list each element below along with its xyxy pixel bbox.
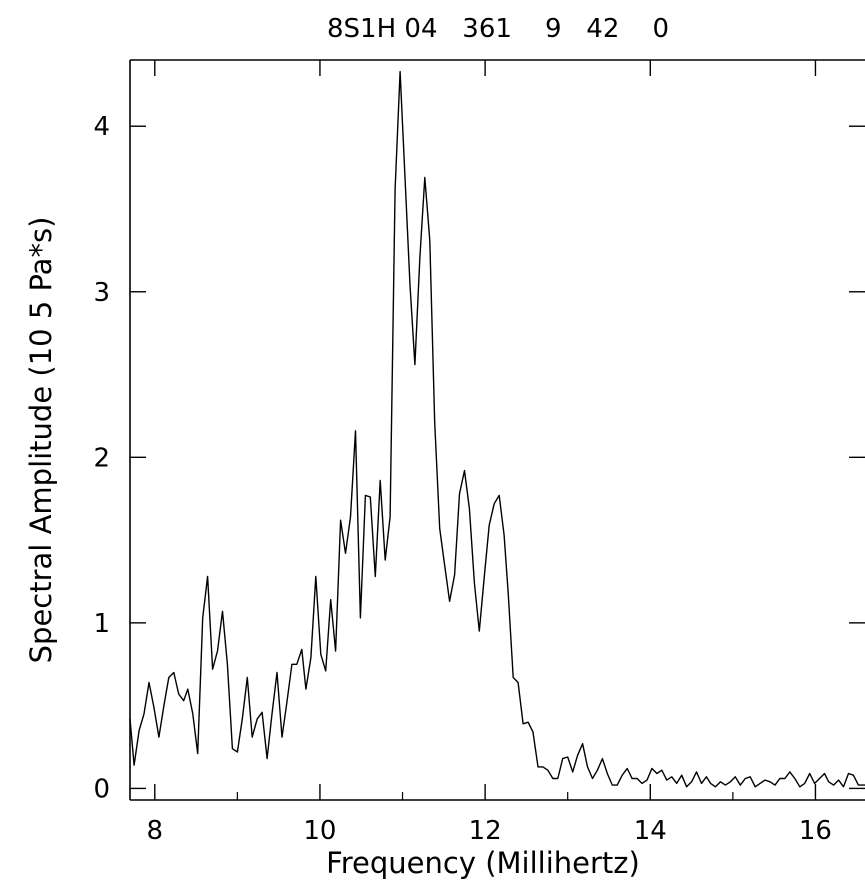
y-tick-label-4: 4	[93, 112, 110, 142]
axis-ticks	[130, 60, 865, 800]
x-tick-label-4: 16	[799, 816, 832, 846]
x-tick-label-1: 10	[303, 816, 336, 846]
x-tick-label-3: 14	[634, 816, 667, 846]
y-axis-title: Spectral Amplitude (10 5 Pa*s)	[24, 217, 58, 664]
spectrum-series-line	[129, 70, 865, 788]
x-axis-title: Frequency (Millihertz)	[326, 846, 640, 880]
chart-title: 8S1H 04 361 9 42 0	[327, 14, 669, 44]
y-tick-label-0: 0	[93, 774, 110, 804]
y-tick-label-2: 2	[93, 443, 110, 473]
x-tick-label-2: 12	[469, 816, 502, 846]
x-tick-label-0: 8	[147, 816, 164, 846]
plot-frame	[129, 59, 865, 801]
y-tick-label-3: 3	[93, 278, 110, 308]
y-tick-label-1: 1	[93, 609, 110, 639]
